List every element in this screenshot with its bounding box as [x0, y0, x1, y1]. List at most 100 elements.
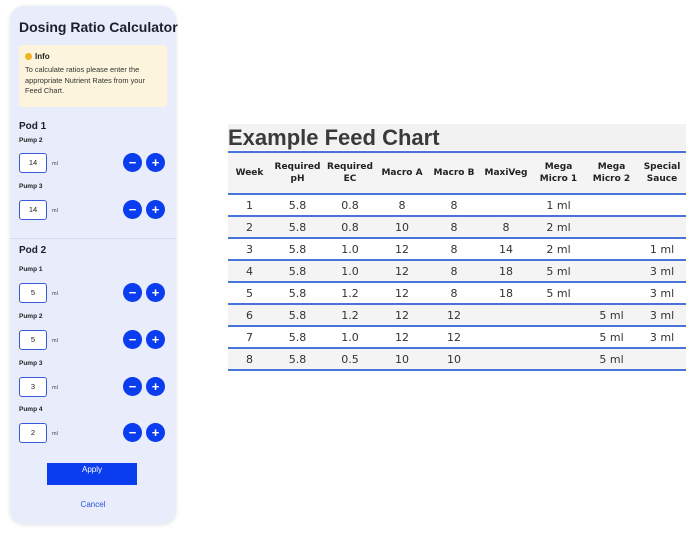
pod-2-pump-4-increment-button[interactable]: + — [146, 423, 165, 442]
table-cell — [532, 348, 585, 371]
table-cell: 6 — [228, 304, 271, 327]
table-cell: 3 ml — [638, 260, 686, 283]
table-cell: 5.8 — [271, 282, 324, 305]
section-divider — [10, 238, 176, 239]
table-cell: 3 — [228, 238, 271, 261]
pod-1-pump-2-input[interactable]: 14 — [19, 153, 47, 173]
column-header: Required EC — [324, 151, 376, 195]
table-cell: 3 ml — [638, 282, 686, 305]
apply-button[interactable]: Apply — [47, 463, 137, 485]
table-row: 7 5.8 1.0 12 12 5 ml 3 ml — [228, 326, 686, 349]
table-cell: 12 — [376, 260, 428, 283]
table-cell: 1 — [228, 194, 271, 217]
table-cell: 1 ml — [532, 194, 585, 217]
table-cell — [585, 260, 638, 283]
pod-1-pump-3-input[interactable]: 14 — [19, 200, 47, 220]
table-cell: 0.5 — [324, 348, 376, 371]
info-box: Info To calculate ratios please enter th… — [19, 45, 167, 107]
pod-2-pump-2-input[interactable]: 5 — [19, 330, 47, 350]
pod-2-title: Pod 2 — [19, 245, 47, 256]
pod-2-pump-3-input[interactable]: 3 — [19, 377, 47, 397]
table-cell: 2 — [228, 216, 271, 239]
column-header: Mega Micro 1 — [532, 151, 585, 195]
table-row: 2 5.8 0.8 10 8 8 2 ml — [228, 216, 686, 239]
table-cell: 8 — [376, 194, 428, 217]
pod-1-pump-label: Pump 3 — [19, 183, 43, 190]
info-icon — [25, 53, 32, 60]
table-cell — [480, 326, 532, 349]
table-cell: 5.8 — [271, 194, 324, 217]
feed-chart-table: Week Required pH Required EC Macro A Mac… — [228, 151, 686, 371]
column-header: Required pH — [271, 151, 324, 195]
table-cell: 1.0 — [324, 238, 376, 261]
table-cell — [585, 194, 638, 217]
table-row: 3 5.8 1.0 12 8 14 2 ml 1 ml — [228, 238, 686, 261]
table-cell: 5.8 — [271, 216, 324, 239]
cancel-link[interactable]: Cancel — [80, 500, 106, 509]
table-cell: 3 ml — [638, 326, 686, 349]
table-cell — [638, 194, 686, 217]
pod-2-pump-1-input[interactable]: 5 — [19, 283, 47, 303]
table-cell: 8 — [228, 348, 271, 371]
table-cell: 14 — [480, 238, 532, 261]
pod-2-pump-3-decrement-button[interactable]: − — [123, 377, 142, 396]
table-cell: 1 ml — [638, 238, 686, 261]
table-cell: 8 — [480, 216, 532, 239]
pod-2-pump-1-decrement-button[interactable]: − — [123, 283, 142, 302]
feed-chart-title: Example Feed Chart — [228, 124, 686, 150]
table-cell — [638, 216, 686, 239]
pod-2-pump-2-increment-button[interactable]: + — [146, 330, 165, 349]
table-cell: 12 — [428, 326, 480, 349]
pod-2-pump-label: Pump 1 — [19, 266, 43, 273]
pod-1-title: Pod 1 — [19, 121, 47, 132]
column-header: Macro B — [428, 151, 480, 195]
unit-label: ml — [52, 385, 58, 391]
table-row: 5 5.8 1.2 12 8 18 5 ml 3 ml — [228, 282, 686, 305]
table-cell: 12 — [376, 326, 428, 349]
pod-2-pump-3-increment-button[interactable]: + — [146, 377, 165, 396]
table-cell: 5 ml — [532, 260, 585, 283]
column-header: Special Sauce — [638, 151, 686, 195]
pod-2-pump-4-input[interactable]: 2 — [19, 423, 47, 443]
info-header: Info — [25, 52, 50, 61]
pod-2-pump-label: Pump 3 — [19, 360, 43, 367]
feed-chart-header-row: Week Required pH Required EC Macro A Mac… — [228, 151, 686, 195]
table-cell — [480, 348, 532, 371]
table-cell — [532, 304, 585, 327]
table-cell: 1.0 — [324, 326, 376, 349]
table-row: 1 5.8 0.8 8 8 1 ml — [228, 194, 686, 217]
table-cell: 12 — [428, 304, 480, 327]
table-cell — [638, 348, 686, 371]
pod-2-pump-1-increment-button[interactable]: + — [146, 283, 165, 302]
column-header: MaxiVeg — [480, 151, 532, 195]
table-cell: 10 — [376, 348, 428, 371]
table-row: 6 5.8 1.2 12 12 5 ml 3 ml — [228, 304, 686, 327]
table-cell: 5.8 — [271, 238, 324, 261]
table-cell: 5.8 — [271, 304, 324, 327]
table-cell: 18 — [480, 260, 532, 283]
table-cell: 12 — [376, 282, 428, 305]
pod-2-pump-4-decrement-button[interactable]: − — [123, 423, 142, 442]
table-cell: 5 ml — [585, 326, 638, 349]
pod-1-pump-2-increment-button[interactable]: + — [146, 153, 165, 172]
pod-1-pump-3-decrement-button[interactable]: − — [123, 200, 142, 219]
table-cell: 5 ml — [585, 348, 638, 371]
table-cell — [480, 194, 532, 217]
table-cell: 5 ml — [585, 304, 638, 327]
pod-1-pump-2-decrement-button[interactable]: − — [123, 153, 142, 172]
pod-2-pump-2-decrement-button[interactable]: − — [123, 330, 142, 349]
pod-1-pump-3-increment-button[interactable]: + — [146, 200, 165, 219]
table-cell: 10 — [428, 348, 480, 371]
table-cell: 10 — [376, 216, 428, 239]
table-cell: 5 ml — [532, 282, 585, 305]
unit-label: ml — [52, 161, 58, 167]
table-cell — [585, 216, 638, 239]
table-cell: 18 — [480, 282, 532, 305]
info-title: Info — [35, 52, 50, 61]
pod-1-pump-label: Pump 2 — [19, 137, 43, 144]
table-cell: 8 — [428, 238, 480, 261]
table-cell: 2 ml — [532, 216, 585, 239]
table-cell: 5.8 — [271, 260, 324, 283]
table-cell — [480, 304, 532, 327]
table-cell: 5.8 — [271, 348, 324, 371]
